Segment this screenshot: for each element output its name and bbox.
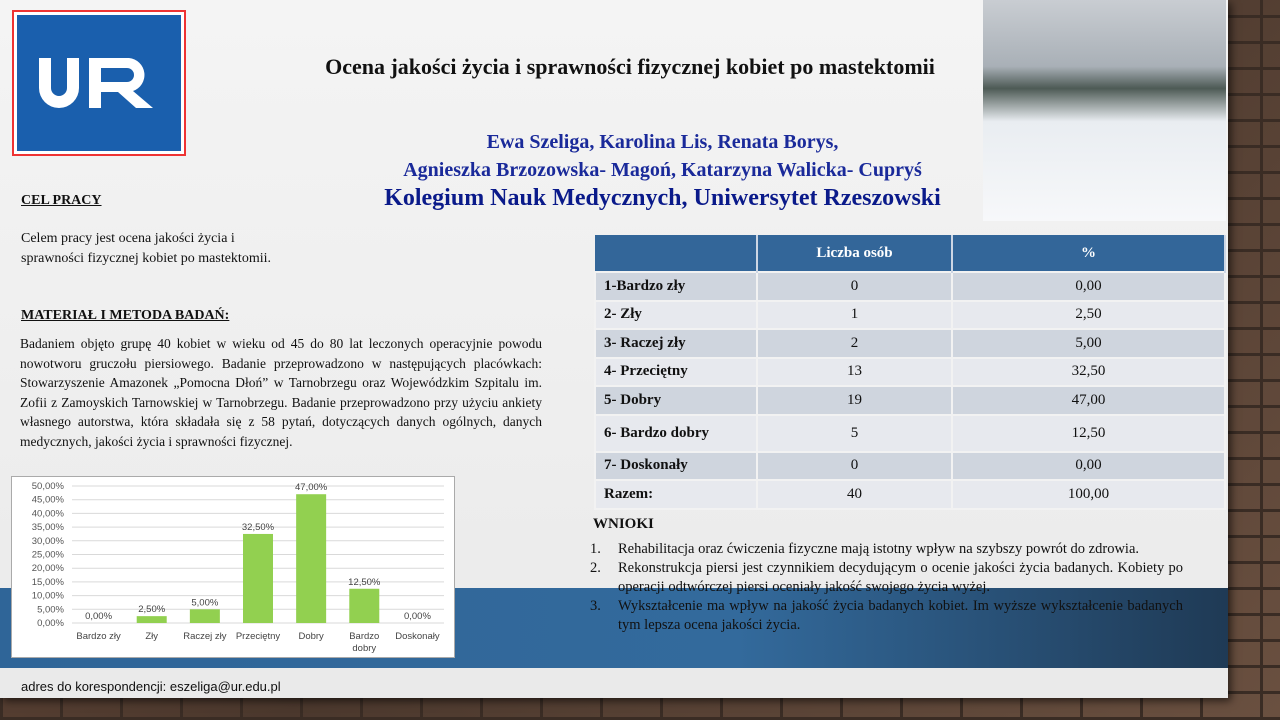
conclusions-heading: WNIOKI: [593, 516, 654, 532]
photo-woman-jumping-snow: [983, 0, 1226, 221]
x-tick-label: Bardzo: [349, 631, 379, 642]
y-tick-label: 40,00%: [32, 508, 65, 519]
correspondence-address: adres do korespondencji: eszeliga@ur.edu…: [21, 679, 281, 694]
table-cell: 5- Dobry: [594, 385, 758, 416]
bar: [296, 494, 327, 623]
y-tick-label: 25,00%: [32, 550, 65, 561]
aim-heading: CEL PRACY: [21, 193, 102, 208]
x-tick-label: Zły: [145, 631, 158, 642]
y-tick-label: 0,00%: [37, 618, 64, 629]
table-cell: 100,00: [951, 479, 1226, 510]
table-cell: 13: [756, 356, 953, 387]
table-cell: 5: [756, 413, 953, 453]
y-tick-label: 5,00%: [37, 604, 64, 615]
bar-chart: 0,00% 5,00% 10,00% 15,00% 20,00% 25,00% 30,00%…: [11, 476, 455, 658]
conclusion-item: 1. Rehabilitacja oraz ćwiczenia fizyczne …: [590, 540, 1183, 559]
data-label: 47,00%: [295, 482, 328, 493]
table-cell: 2: [756, 328, 953, 359]
poster-title: Ocena jakości życia i sprawności fizyczn…: [325, 54, 935, 79]
authors-line-1: Ewa Szeliga, Karolina Lis, Renata Borys,: [486, 131, 839, 153]
table-cell: 12,50: [951, 413, 1226, 453]
item-text: Rehabilitacja oraz ćwiczenia fizyczne ma…: [618, 541, 1140, 557]
bar: [136, 616, 167, 623]
y-tick-label: 50,00%: [32, 481, 65, 492]
item-number: 3.: [590, 598, 601, 614]
authors-line-2: Agnieszka Brzozowska- Magoń, Katarzyna W…: [403, 159, 922, 181]
table-cell: 5,00: [951, 328, 1226, 359]
table-row: 5- Dobry 19 47,00: [594, 385, 1226, 416]
x-tick-label: Doskonały: [395, 631, 440, 642]
authors: Ewa Szeliga, Karolina Lis, Renata Borys,…: [340, 128, 985, 212]
table-cell: Razem:: [594, 479, 758, 510]
table-row: 2- Zły 1 2,50: [594, 299, 1226, 330]
aim-text: Celem pracy jest ocena jakości życia i s…: [21, 231, 271, 266]
x-tick-label: Przeciętny: [236, 631, 281, 642]
table-header: [595, 235, 758, 272]
y-tick-label: 20,00%: [32, 563, 65, 574]
table-cell: 1-Bardzo zły: [594, 271, 758, 302]
table-header: Liczba osób: [757, 235, 953, 272]
x-tick-label: Dobry: [298, 631, 324, 642]
conclusion-item: 3. Wykształcenie ma wpływ na jakość życia…: [590, 597, 1183, 635]
bar: [243, 533, 273, 623]
table-row: 7- Doskonały 0 0,00: [594, 450, 1226, 481]
table-cell: 40: [756, 479, 953, 510]
conclusions-list: 1. Rehabilitacja oraz ćwiczenia fizyczne …: [590, 540, 1183, 635]
x-tick-label: Bardzo zły: [76, 631, 121, 642]
item-number: 1.: [590, 541, 601, 557]
x-tick-label: dobry: [352, 643, 376, 654]
y-tick-label: 45,00%: [32, 495, 65, 506]
item-text: Rekonstrukcja piersi jest czynnikiem dec…: [618, 560, 1183, 595]
table-cell: 0,00: [951, 271, 1226, 302]
table-cell: 1: [756, 299, 953, 330]
y-tick-label: 30,00%: [32, 536, 65, 547]
method-text: Badaniem objęto grupę 40 kobiet w wieku …: [20, 336, 542, 449]
bar: [349, 588, 380, 623]
table-cell: 7- Doskonały: [594, 450, 758, 481]
item-number: 2.: [590, 560, 601, 576]
data-label: 5,00%: [191, 597, 218, 608]
table-header: %: [952, 235, 1226, 272]
data-label: 2,50%: [138, 604, 165, 615]
table-cell: 19: [756, 385, 953, 416]
table-cell: 47,00: [951, 385, 1226, 416]
results-table: Liczba osób % 1-Bardzo zły 0 0,00 2- Zły 1 2,…: [594, 235, 1226, 510]
table-cell: 32,50: [951, 356, 1226, 387]
table-row: Razem: 40 100,00: [594, 479, 1226, 510]
data-label: 12,50%: [348, 577, 381, 588]
table-cell: 4- Przeciętny: [594, 356, 758, 387]
table-cell: 0,00: [951, 450, 1226, 481]
conclusion-item: 2. Rekonstrukcja piersi jest czynnikiem d…: [590, 559, 1183, 597]
table-row: 3- Raczej zły 2 5,00: [594, 328, 1226, 359]
x-tick-label: Raczej zły: [183, 631, 227, 642]
data-label: 32,50%: [242, 522, 275, 533]
item-text: Wykształcenie ma wpływ na jakość życia b…: [618, 598, 1183, 633]
y-tick-label: 15,00%: [32, 577, 65, 588]
bar: [189, 609, 220, 623]
table-row: 1-Bardzo zły 0 0,00: [594, 271, 1226, 302]
table-cell: 3- Raczej zły: [594, 328, 758, 359]
table-cell: 6- Bardzo dobry: [594, 413, 758, 453]
university-logo: [12, 10, 186, 156]
y-tick-label: 35,00%: [32, 522, 65, 533]
method-heading: MATERIAŁ I METODA BADAŃ:: [21, 308, 230, 323]
institution: Kolegium Nauk Medycznych, Uniwersytet Rz…: [384, 185, 941, 211]
data-label: 0,00%: [85, 611, 112, 622]
table-cell: 2- Zły: [594, 299, 758, 330]
y-tick-label: 10,00%: [32, 591, 65, 602]
table-row: 4- Przeciętny 13 32,50: [594, 356, 1226, 387]
table-cell: 2,50: [951, 299, 1226, 330]
table-cell: 0: [756, 450, 953, 481]
data-label: 0,00%: [404, 611, 431, 622]
table-row: 6- Bardzo dobry 5 12,50: [594, 413, 1226, 453]
table-cell: 0: [756, 271, 953, 302]
